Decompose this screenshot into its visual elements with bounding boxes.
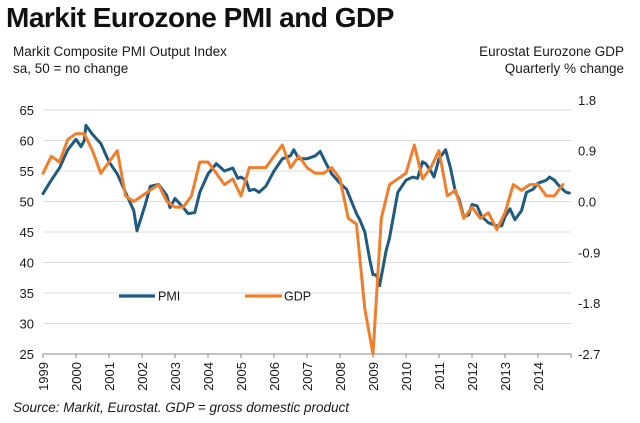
left-axis-title-line-1: Markit Composite PMI Output Index	[13, 44, 227, 59]
left-tick-label: 55	[20, 164, 34, 179]
legend: PMI GDP	[119, 290, 311, 304]
left-tick-label: 30	[20, 317, 34, 332]
right-tick-label: -0.9	[578, 245, 600, 260]
left-axis-ticks: 65 60 55 50 45 40 35 30 25	[20, 103, 34, 362]
right-axis-title-line-1: Eurostat Eurozone GDP	[479, 44, 624, 59]
right-tick-label: 1.8	[578, 93, 596, 108]
right-tick-label: -1.8	[578, 296, 600, 311]
left-tick-label: 40	[20, 256, 34, 271]
x-axis: 1999 2000 2001 2002 2003 2004 2005 2006 2007 2008…	[36, 353, 572, 391]
series-lines	[41, 123, 571, 356]
left-axis-title: Markit Composite PMI Output Index sa, 50…	[13, 43, 227, 77]
right-tick-label: -2.7	[578, 347, 600, 362]
x-tick-label: 2013	[498, 362, 513, 391]
legend-pmi-label: PMI	[158, 290, 180, 304]
x-tick-label: 2008	[333, 362, 348, 391]
series-line-pmi	[41, 123, 571, 288]
right-axis-title-line-2: Quarterly % change	[504, 61, 624, 76]
x-tick-label: 2012	[465, 362, 480, 391]
x-tick-label: 2002	[135, 362, 150, 391]
x-tick-label: 2006	[267, 362, 282, 391]
x-tick-label: 2010	[399, 362, 414, 391]
series-line-gdp	[41, 132, 565, 356]
x-tick-label: 2011	[432, 362, 447, 390]
x-tick-label: 1999	[36, 362, 51, 391]
x-tick-label: 2007	[300, 362, 315, 391]
x-tick-label: 2014	[531, 362, 546, 391]
left-tick-label: 25	[20, 347, 34, 362]
source-note: Source: Markit, Eurostat. GDP = gross do…	[13, 400, 350, 415]
left-tick-label: 35	[20, 286, 34, 301]
left-tick-label: 60	[20, 134, 34, 149]
x-tick-label: 2000	[69, 362, 84, 391]
right-tick-label: 0.0	[578, 195, 596, 210]
left-tick-label: 65	[20, 103, 34, 118]
right-tick-label: 0.9	[578, 144, 596, 159]
legend-gdp-label: GDP	[284, 290, 311, 304]
x-tick-label: 2001	[102, 362, 117, 391]
left-tick-label: 50	[20, 195, 34, 210]
chart-title: Markit Eurozone PMI and GDP	[6, 2, 394, 33]
right-axis-title: Eurostat Eurozone GDP Quarterly % change	[479, 43, 624, 77]
x-tick-label: 2005	[234, 362, 249, 391]
right-axis-ticks: 1.8 0.9 0.0 -0.9 -1.8 -2.7	[578, 93, 600, 362]
x-tick-label: 2009	[366, 362, 381, 391]
left-tick-label: 45	[20, 225, 34, 240]
x-tick-label: 2003	[168, 362, 183, 391]
x-tick-label: 2004	[201, 362, 216, 391]
left-axis-title-line-2: sa, 50 = no change	[13, 61, 129, 76]
